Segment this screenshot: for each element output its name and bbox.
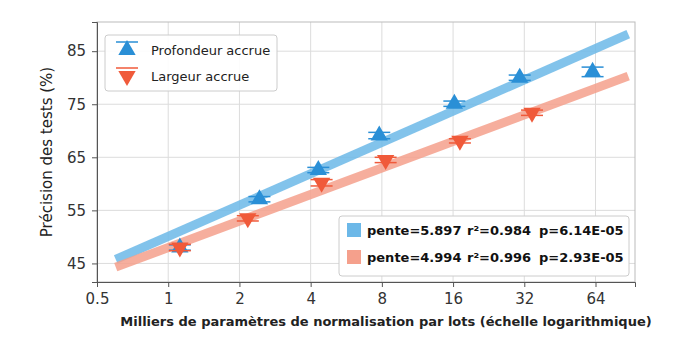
tick-label: 55 <box>67 202 86 220</box>
tick: 8 <box>378 282 388 308</box>
tick-mark <box>311 282 312 287</box>
stats-row: pente=5.897 r²=0.984 p=6.14E-05 <box>347 223 624 238</box>
tick: 2 <box>235 282 245 308</box>
tick-label: 4 <box>306 290 316 308</box>
tick-label: 32 <box>515 290 534 308</box>
stats-swatch <box>347 250 361 264</box>
tick-label: 75 <box>67 96 86 114</box>
stats-swatch <box>347 223 361 237</box>
tick-mark <box>92 210 97 211</box>
x-axis: 0.5 1 2 4 8 16 32 64 <box>86 282 636 308</box>
tick: 85 <box>67 42 97 60</box>
stats-text: r²=0.984 <box>467 223 531 238</box>
point <box>171 243 188 258</box>
stats-text: pente=4.994 <box>367 250 461 265</box>
tick: 65 <box>67 149 97 167</box>
stats-text: pente=5.897 <box>367 223 461 238</box>
x-axis-title: Milliers de paramètres de normalisation … <box>120 314 651 329</box>
tick-mark <box>596 282 597 287</box>
tick: 1 <box>164 282 174 308</box>
stats-text: p=6.14E-05 <box>539 223 624 238</box>
tick-mark <box>524 282 525 287</box>
point <box>511 68 528 83</box>
grid <box>97 22 635 282</box>
plot-frame <box>97 22 635 282</box>
tick-label: 2 <box>235 290 245 308</box>
grid-line-y <box>97 157 635 158</box>
legend-box <box>105 35 277 91</box>
series-points <box>169 108 543 258</box>
tick: 75 <box>67 96 97 114</box>
point <box>313 178 330 193</box>
tick-mark <box>239 282 240 287</box>
axis-line <box>98 283 636 288</box>
stats-frame <box>339 216 629 276</box>
grid-line-x <box>310 22 311 282</box>
point <box>251 189 268 204</box>
tick: 16 <box>444 282 463 308</box>
point <box>239 213 256 228</box>
tick-mark <box>92 51 97 52</box>
legend-item: Largeur accrue <box>116 68 249 86</box>
stats-text: r²=0.996 <box>467 250 531 265</box>
stats-box: pente=5.897 r²=0.984 p=6.14E-05 pente=4.994… <box>339 216 629 276</box>
point <box>446 94 463 109</box>
legend-cap <box>116 67 138 69</box>
tick-mark <box>382 282 383 287</box>
chart: 0.5 1 2 4 8 16 32 64 45 55 65 75 85 Milliers de param… <box>0 0 700 362</box>
point <box>310 160 327 175</box>
tick-label: 65 <box>67 149 86 167</box>
y-axis: 45 55 65 75 85 <box>67 23 98 283</box>
tick-label: 85 <box>67 42 86 60</box>
y-axis-title: Précision des tests (%) <box>38 67 56 237</box>
legend-label: Largeur accrue <box>151 69 249 84</box>
tick: 45 <box>67 255 97 273</box>
plot-area <box>116 34 628 267</box>
tick-label: 64 <box>586 290 605 308</box>
point <box>523 108 540 123</box>
stats-row: pente=4.994 r²=0.996 p=2.93E-05 <box>347 250 624 265</box>
tick-mark <box>92 157 97 158</box>
legend-cap <box>116 41 138 43</box>
point <box>377 155 394 170</box>
legend-symbol <box>118 71 135 86</box>
tick: 32 <box>515 282 534 308</box>
tick: 55 <box>67 202 97 220</box>
tick-mark <box>453 282 454 287</box>
tick: 4 <box>306 282 316 308</box>
tick-label: 45 <box>67 255 86 273</box>
grid-line-y <box>97 210 635 211</box>
legend-label: Profondeur accrue <box>151 43 270 58</box>
tick-label: 16 <box>444 290 463 308</box>
legend-item: Profondeur accrue <box>116 40 270 58</box>
tick-label: 0.5 <box>86 290 110 308</box>
tick-mark <box>92 263 97 264</box>
tick: 0.5 <box>86 282 110 308</box>
point <box>584 62 601 77</box>
tick-mark <box>168 282 169 287</box>
point <box>371 126 388 141</box>
tick-label: 8 <box>378 290 388 308</box>
tick: 64 <box>586 282 605 308</box>
tick-label: 1 <box>164 290 174 308</box>
axis-line <box>92 23 98 283</box>
stats-text: p=2.93E-05 <box>539 250 624 265</box>
legend: Profondeur accrue Largeur accrue <box>105 35 277 91</box>
point <box>451 136 468 151</box>
tick-mark <box>92 104 97 105</box>
